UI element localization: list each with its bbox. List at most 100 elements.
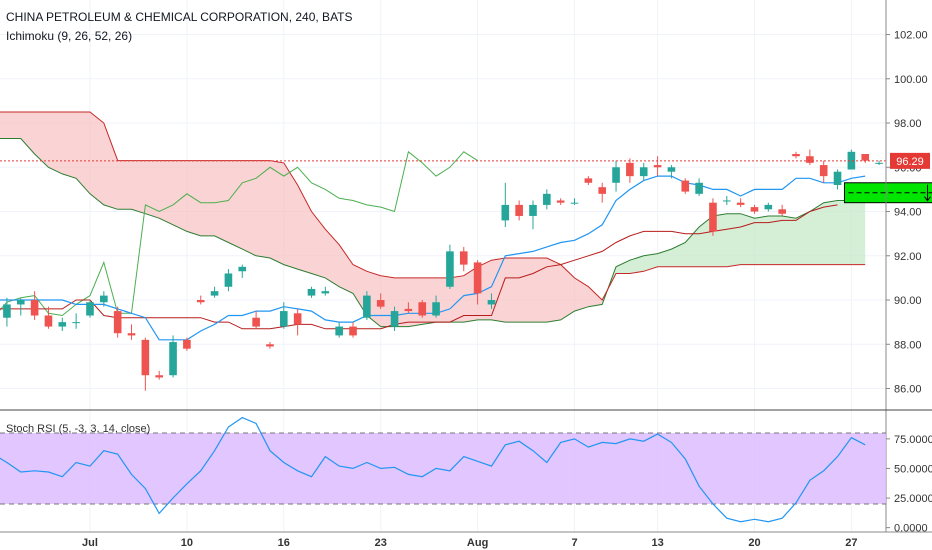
candle-body xyxy=(113,311,122,334)
candle-body xyxy=(709,202,717,232)
time-tick-label: 10 xyxy=(181,537,193,549)
candle xyxy=(681,178,690,194)
candle-body xyxy=(44,315,53,327)
candle-body xyxy=(584,178,593,183)
stoch-band-fill xyxy=(0,432,886,504)
position-tool[interactable] xyxy=(843,182,932,204)
candle-body xyxy=(543,193,551,205)
candle-body xyxy=(570,202,579,204)
candle xyxy=(196,295,205,305)
candle-body xyxy=(750,207,759,212)
stoch-tick-label: 50.0000 xyxy=(894,463,932,475)
candle xyxy=(279,302,288,329)
candle-body xyxy=(404,308,413,312)
candle xyxy=(376,293,385,309)
candle xyxy=(210,286,219,298)
candle-body xyxy=(224,273,233,287)
last-price-badge: 96.29 xyxy=(890,152,930,169)
candle xyxy=(543,189,551,210)
arrow-down-icon xyxy=(924,196,931,202)
chart-title: CHINA PETROLEUM & CHEMICAL CORPORATION, … xyxy=(6,10,353,24)
candle xyxy=(806,149,814,166)
time-tick-label: Aug xyxy=(467,537,488,549)
candle xyxy=(778,204,786,216)
position-box xyxy=(843,182,932,204)
candle-body xyxy=(695,182,703,194)
candle-body xyxy=(418,302,427,316)
candle-body xyxy=(598,187,607,194)
candle-body xyxy=(266,344,274,347)
candle xyxy=(404,302,413,314)
indicator-label[interactable]: Ichimoku (9, 26, 52, 26) xyxy=(6,29,132,43)
candle-body xyxy=(792,154,800,157)
candle xyxy=(847,149,856,170)
candle-body xyxy=(473,262,482,294)
candle-body xyxy=(3,304,11,318)
candlestick-series[interactable] xyxy=(0,149,883,391)
candle-body xyxy=(293,313,302,325)
time-tick-label: 20 xyxy=(748,537,760,549)
candle-body xyxy=(363,295,371,318)
ichimoku-cloud xyxy=(0,112,866,327)
candle xyxy=(833,169,842,190)
candle xyxy=(473,260,482,305)
candle xyxy=(3,297,11,327)
candle xyxy=(363,291,371,320)
candle xyxy=(183,337,191,351)
price-axis[interactable]: 102.00100.0098.0096.0094.0092.0090.0088.… xyxy=(886,30,928,396)
price-tick-label: 100.00 xyxy=(894,74,928,86)
stoch-rsi-label[interactable]: Stoch RSI (5, -3, 3, 14, close) xyxy=(6,423,150,435)
candle-body xyxy=(100,295,108,303)
candle-body xyxy=(736,202,745,205)
stoch-rsi-pane xyxy=(0,416,886,523)
candle-body xyxy=(487,300,496,305)
price-tick-label: 94.00 xyxy=(894,207,922,219)
candle-body xyxy=(196,300,205,303)
candle-body xyxy=(141,339,150,376)
candle xyxy=(515,200,523,221)
candle-body xyxy=(252,317,260,327)
candle-body xyxy=(155,375,164,378)
stoch-tick-label: 0.0000 xyxy=(894,523,928,535)
time-tick-label: 16 xyxy=(278,537,290,549)
candle xyxy=(501,182,510,228)
candle-body xyxy=(806,156,814,163)
candle-body xyxy=(335,326,343,336)
candle xyxy=(141,337,150,391)
kijun-sen-line xyxy=(0,204,838,330)
candle-body xyxy=(210,291,219,296)
candle-body xyxy=(639,167,648,177)
candle xyxy=(750,204,759,214)
candle xyxy=(667,165,676,179)
candle xyxy=(653,156,662,177)
candle xyxy=(16,297,25,316)
candle xyxy=(861,154,870,163)
candle xyxy=(418,300,427,318)
tenkan-sen-line xyxy=(0,175,866,341)
candle-body xyxy=(556,200,565,203)
candle-body xyxy=(681,180,690,192)
time-axis[interactable]: Jul 10 16 23 Aug 7 13 20 27 xyxy=(82,537,857,549)
candle xyxy=(390,306,399,331)
candle xyxy=(529,200,537,230)
candle xyxy=(266,342,274,349)
candle xyxy=(224,269,233,292)
candle-body xyxy=(626,162,634,177)
candle-body xyxy=(501,204,510,221)
cloud-bearish xyxy=(0,112,610,327)
price-tick-label: 98.00 xyxy=(894,118,922,130)
candle xyxy=(446,244,454,289)
candle xyxy=(155,370,164,380)
candle-body xyxy=(58,322,67,327)
candle xyxy=(100,291,108,307)
candle-body xyxy=(446,251,454,287)
candle-body xyxy=(376,300,385,307)
last-price-value: 96.29 xyxy=(896,156,924,168)
candle-body xyxy=(778,209,786,214)
candle-body xyxy=(238,266,247,272)
candle xyxy=(709,198,717,236)
candle-body xyxy=(16,300,25,305)
cloud-bullish xyxy=(609,191,866,287)
candle xyxy=(626,158,634,183)
candle-body xyxy=(667,167,676,172)
